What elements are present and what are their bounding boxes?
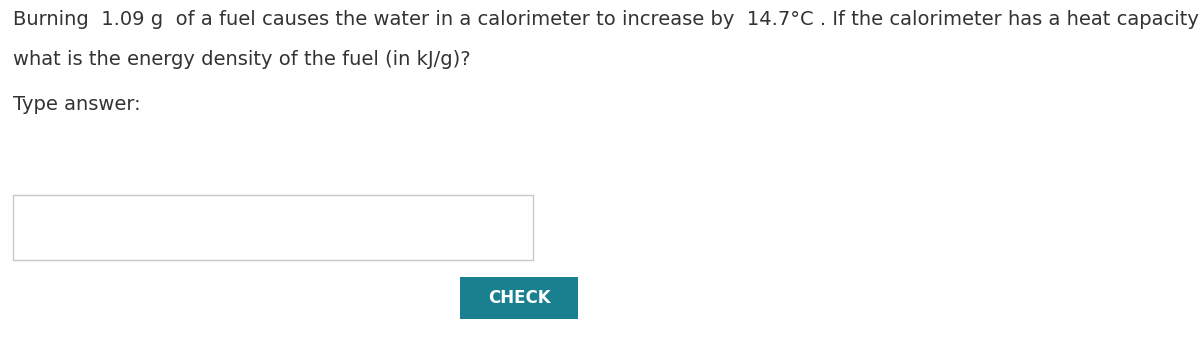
Text: Type answer:: Type answer: [13,95,140,114]
Bar [13,195,533,260]
Text: Burning  1.09 g  of a fuel causes the water in a calorimeter to increase by  14.: Burning 1.09 g of a fuel causes the wate… [13,10,1200,29]
Text: CHECK: CHECK [487,289,551,307]
Bar [460,277,578,319]
Text: what is the energy density of the fuel (in kJ/g)?: what is the energy density of the fuel (… [13,50,470,69]
